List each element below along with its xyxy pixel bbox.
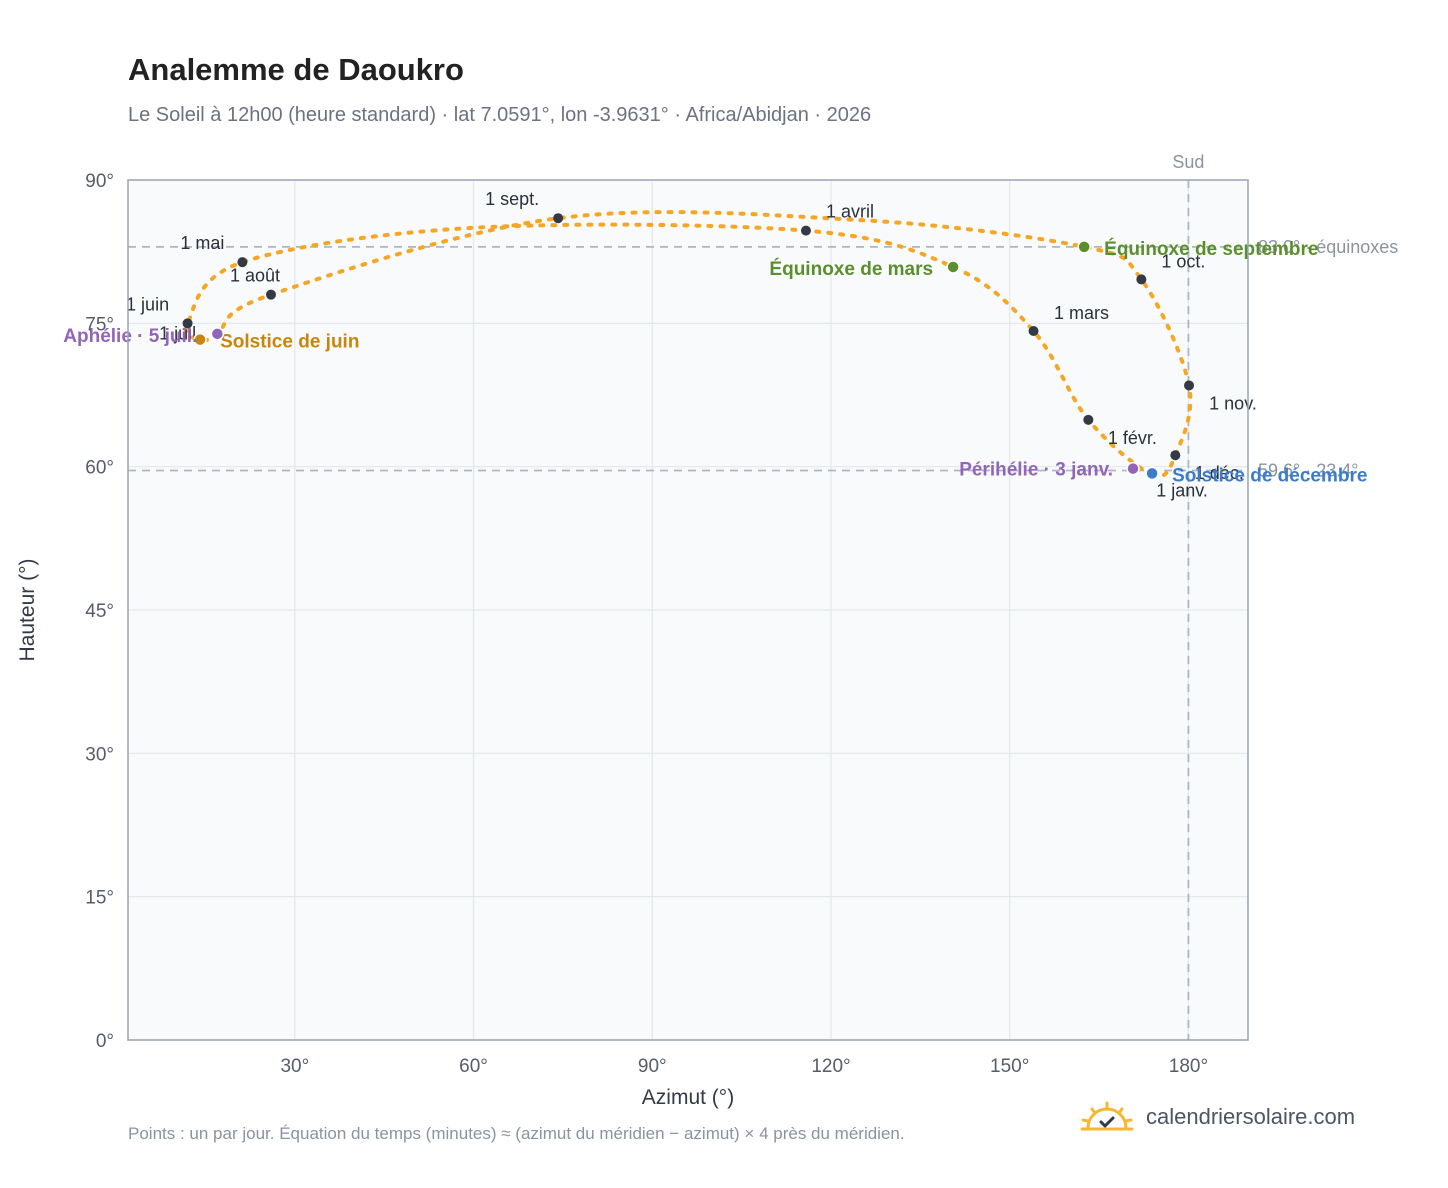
daily-sun-points [183,210,1193,478]
event-label: Aphélie · 5 juil. [63,326,197,347]
plot-frame [127,179,1249,1041]
month-marker [1083,414,1094,425]
event-marker [1126,461,1140,476]
footnote: Points : un par jour. Équation du temps … [128,1124,905,1143]
y-tick-label: 90° [85,171,114,192]
month-markers: 1 janv. 1 févr. 1 mars 1 avril 1 mai 1 juin 1 … [126,189,1257,500]
analemma-curve [183,210,1193,478]
chart-title: Analemme de Daoukro [128,52,464,87]
month-label: 1 mars [1054,303,1109,323]
month-label: 1 nov. [1209,393,1257,413]
y-axis-label: Hauteur (°) [16,559,39,662]
y-tick-label: 30° [85,744,114,765]
y-tick-label: 0° [96,1031,114,1052]
reference-label: 83.0° · équinoxes [1258,237,1398,257]
month-label: 1 oct. [1161,251,1205,271]
chart-subtitle: Le Soleil à 12h00 (heure standard) · lat… [128,104,872,126]
y-tick-label: 15° [85,888,114,909]
sun-logo-icon [1080,1101,1134,1131]
month-label: 1 juil. [159,324,201,344]
event-marker [1145,466,1159,481]
month-label: 1 mai [180,233,224,253]
month-marker [553,213,564,224]
month-label: 1 avril [826,202,874,222]
event-marker [210,327,225,341]
y-tick-label: 60° [85,458,114,479]
x-tick-label: 60° [459,1056,488,1077]
brand-link[interactable]: calendriersolaire.com [1080,1100,1355,1134]
month-marker [1170,450,1181,461]
reference-label: 59.6° · 23.4° [1258,460,1358,480]
month-label: 1 déc. [1195,463,1244,483]
event-label: Équinoxe de septembre [1104,238,1318,260]
month-marker [237,257,248,268]
month-label: 1 janv. [1156,480,1208,500]
meridian-label: Sud [1172,152,1204,172]
y-tick-label: 45° [85,601,114,622]
event-marker [946,260,960,274]
month-marker [265,289,276,300]
month-marker [1184,380,1195,391]
event-label: Solstice de juin [220,332,359,353]
month-marker [182,318,193,329]
event-label: Équinoxe de mars [769,258,933,280]
x-tick-label: 180° [1169,1056,1208,1077]
month-label: 1 sept. [485,189,539,209]
x-tick-label: 90° [638,1056,667,1077]
x-axis-label: Azimut (°) [642,1086,734,1109]
event-marker [1077,240,1091,254]
event-markers: Équinoxe de mars Équinoxe de septembre Sol… [63,238,1367,486]
month-label: 1 août [230,266,280,286]
x-tick-label: 30° [280,1056,309,1077]
month-label: 1 juin [126,294,169,314]
event-label: Solstice de décembre [1172,465,1367,486]
y-tick-label: 75° [85,314,114,335]
month-marker [1028,325,1039,336]
brand-name: calendriersolaire.com [1146,1104,1356,1129]
axis-ticks: 30° 60° 90° 120° 150° 180° 0° 15° 30° 45° 60° 75° 90… [85,171,1208,1077]
month-marker [1136,274,1147,285]
x-tick-label: 120° [811,1056,850,1077]
x-tick-label: 150° [990,1056,1029,1077]
event-marker [193,332,207,347]
month-label: 1 févr. [1108,428,1157,448]
month-marker [800,225,811,236]
event-label: Périhélie · 3 janv. [959,460,1113,481]
